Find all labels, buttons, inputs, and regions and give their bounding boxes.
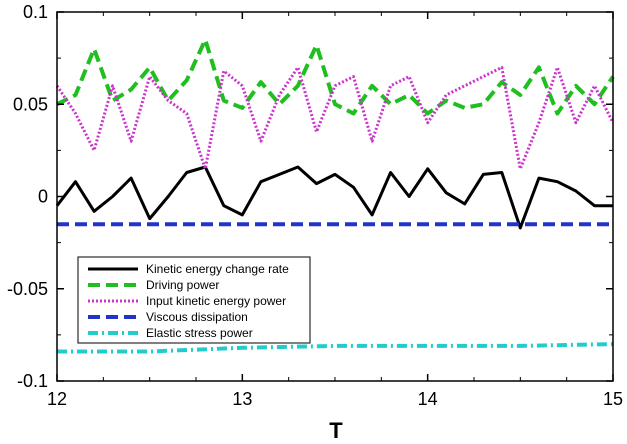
series-layer <box>55 37 615 354</box>
x-axis-title: T <box>329 418 343 443</box>
series-line-2 <box>56 37 615 116</box>
legend-label-3: Input kinetic energy power <box>146 294 286 308</box>
y-tick-label: 0.1 <box>23 2 48 22</box>
legend-label-1: Kinetic energy change rate <box>146 262 289 276</box>
y-tick-label: 0.05 <box>13 94 48 114</box>
axes-layer: 12 13 14 15 0.1 0.05 0 -0.05 -0.1 <box>7 2 623 409</box>
series-line-5 <box>57 342 614 354</box>
legend: Kinetic energy change rate Driving power I… <box>77 256 311 344</box>
legend-label-5: Elastic stress power <box>146 326 253 340</box>
series-line-3 <box>55 65 615 171</box>
y-tick-label: -0.05 <box>7 279 48 299</box>
series-line-1 <box>55 165 613 230</box>
y-tick-label: 0 <box>38 187 48 207</box>
legend-label-4: Viscous dissipation <box>146 310 248 324</box>
legend-label-2: Driving power <box>146 278 219 292</box>
x-tick-label: 13 <box>232 389 252 409</box>
y-tick-label: -0.1 <box>17 371 48 391</box>
x-tick-label: 14 <box>418 389 438 409</box>
x-tick-label: 15 <box>603 389 623 409</box>
x-tick-label: 12 <box>47 389 67 409</box>
